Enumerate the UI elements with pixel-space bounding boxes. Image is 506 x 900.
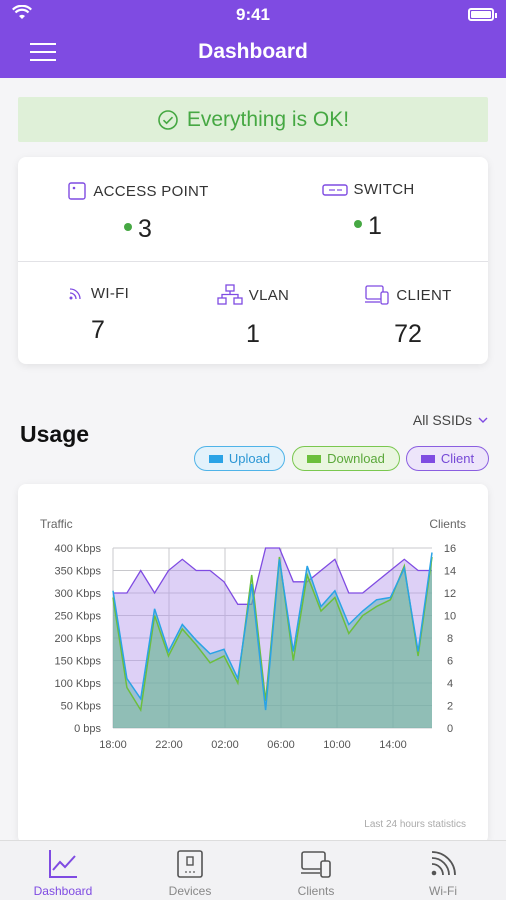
- nav-bar: Dashboard: [0, 30, 506, 78]
- stat-value: 1: [368, 212, 382, 240]
- clients-icon: [301, 851, 331, 878]
- vlan-icon: [217, 284, 243, 305]
- legend-client-toggle[interactable]: Client: [406, 446, 489, 471]
- tab-devices[interactable]: Devices: [127, 841, 253, 900]
- tab-label: Wi-Fi: [429, 884, 457, 898]
- y2-tick-label: 16: [444, 543, 456, 555]
- legend-upload-label: Upload: [228, 451, 271, 466]
- y2-tick-label: 8: [447, 633, 453, 645]
- tab-label: Clients: [297, 884, 335, 898]
- y-tick-label: 200 Kbps: [55, 633, 102, 645]
- access-point-icon: [68, 182, 87, 200]
- online-dot: [124, 223, 133, 232]
- y-axis-title: Traffic: [40, 517, 73, 531]
- online-dot: [354, 220, 363, 229]
- y2-tick-label: 10: [444, 611, 456, 623]
- x-tick-label: 18:00: [99, 739, 127, 751]
- wifi-icon: [69, 288, 81, 300]
- upload-line: [112, 552, 433, 711]
- page-title: Dashboard: [198, 40, 308, 63]
- client-line: [113, 547, 432, 605]
- y-tick-label: 0 bps: [74, 723, 101, 735]
- y-tick-label: 250 Kbps: [55, 611, 102, 623]
- stat-value: 72: [394, 320, 422, 348]
- wifi-signal-icon: [12, 5, 32, 19]
- chart-icon: [49, 850, 77, 878]
- stat-value: 3: [138, 215, 152, 243]
- y2-tick-label: 2: [447, 701, 453, 713]
- usage-title: Usage: [20, 421, 90, 447]
- stat-client[interactable]: CLIENT 72: [348, 284, 468, 349]
- tab-label: Devices: [168, 884, 212, 898]
- stat-label: VLAN: [248, 286, 290, 304]
- stat-label: WI-FI: [90, 284, 130, 302]
- tab-dashboard[interactable]: Dashboard: [0, 841, 126, 900]
- y2-tick-label: 0: [447, 723, 453, 735]
- chevron-down-icon: [478, 417, 488, 423]
- y-tick-label: 400 Kbps: [55, 543, 102, 555]
- divider: [18, 261, 488, 262]
- y2-tick-label: 14: [444, 566, 456, 578]
- stat-label: ACCESS POINT: [93, 182, 209, 200]
- usage-chart-card: Traffic Clients 400 Kbps 16 350 Kbps 14 300 Kb…: [18, 484, 488, 844]
- y2-axis-title: Clients: [429, 517, 466, 531]
- legend-client-label: Client: [440, 451, 475, 466]
- network-summary-card: ACCESS POINT 3 SWITCH 1 WI-FI 7: [18, 157, 488, 364]
- y-tick-label: 350 Kbps: [55, 566, 102, 578]
- stat-value: 1: [246, 320, 260, 348]
- status-bar: 9:41: [0, 0, 506, 30]
- chart-footer: Last 24 hours statistics: [364, 819, 466, 830]
- stat-label: SWITCH: [353, 181, 415, 198]
- y-tick-label: 150 Kbps: [55, 656, 102, 668]
- y-tick-label: 50 Kbps: [61, 701, 102, 713]
- legend-upload-toggle[interactable]: Upload: [194, 446, 285, 471]
- x-tick-label: 14:00: [379, 739, 407, 751]
- stat-label: CLIENT: [396, 286, 452, 304]
- tab-clients[interactable]: Clients: [253, 841, 379, 900]
- y-tick-label: 300 Kbps: [55, 588, 102, 600]
- check-circle-icon: [158, 109, 178, 130]
- stat-value: 7: [91, 316, 105, 344]
- y-tick-label: 100 Kbps: [55, 678, 102, 690]
- x-tick-label: 02:00: [211, 739, 239, 751]
- tab-label: Dashboard: [33, 884, 93, 898]
- device-icon: [177, 850, 203, 878]
- y2-tick-label: 4: [447, 678, 453, 690]
- upload-swatch: [208, 454, 223, 463]
- x-tick-label: 22:00: [155, 739, 183, 751]
- client-swatch: [420, 454, 435, 463]
- x-tick-label: 06:00: [267, 739, 295, 751]
- stat-switch[interactable]: SWITCH 1: [308, 181, 428, 241]
- legend-download-label: Download: [327, 451, 385, 466]
- usage-chart: Traffic Clients 400 Kbps 16 350 Kbps 14 300 Kb…: [40, 517, 466, 751]
- stat-access-point[interactable]: ACCESS POINT 3: [53, 181, 223, 244]
- ssid-filter-label: All SSIDs: [412, 412, 472, 428]
- ssid-filter-dropdown[interactable]: All SSIDs: [413, 412, 488, 428]
- status-time: 9:41: [235, 5, 271, 24]
- menu-icon[interactable]: [30, 40, 56, 64]
- switch-icon: [321, 183, 348, 196]
- stat-wifi[interactable]: WI-FI 7: [38, 284, 158, 345]
- legend-download-toggle[interactable]: Download: [292, 446, 400, 471]
- wifi-icon: [431, 851, 456, 876]
- client-icon: [365, 285, 390, 305]
- x-tick-label: 10:00: [323, 739, 351, 751]
- download-swatch: [307, 454, 322, 463]
- status-banner-text: Everything is OK!: [186, 107, 350, 131]
- battery-icon: [468, 8, 497, 21]
- tab-wifi[interactable]: Wi-Fi: [380, 841, 506, 900]
- status-banner: Everything is OK!: [18, 97, 488, 142]
- y2-tick-label: 12: [444, 588, 456, 600]
- tab-bar: Dashboard Devices Clients Wi-Fi: [0, 840, 506, 900]
- stat-vlan[interactable]: VLAN 1: [193, 284, 313, 349]
- y2-tick-label: 6: [447, 656, 453, 668]
